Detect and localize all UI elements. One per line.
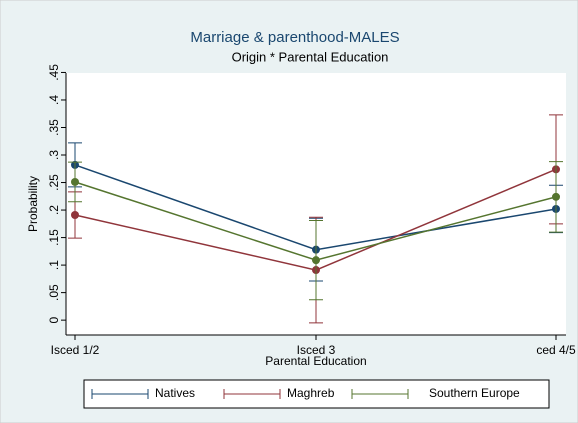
- legend-label: Natives: [155, 386, 195, 400]
- point: [71, 211, 79, 220]
- x-axis-label: Parental Education: [265, 354, 366, 368]
- point: [552, 192, 560, 201]
- chart-subtitle: Origin * Parental Education: [232, 49, 389, 64]
- legend-symbol: [91, 389, 149, 399]
- x-tick-label: Isced 1/2: [51, 343, 100, 357]
- chart-title: Marriage & parenthood-MALES: [190, 29, 399, 46]
- y-axis-label: Probability: [26, 176, 40, 232]
- y-tick-label: .4: [47, 95, 61, 105]
- y-tick-label: .05: [47, 284, 61, 301]
- x-tick-label: ced 4/5: [536, 343, 576, 357]
- y-tick-label: .3: [47, 150, 61, 160]
- legend-label: Southern Europe: [429, 386, 520, 400]
- x-tick-label: Isced 3: [297, 343, 336, 357]
- y-tick-label: .2: [47, 205, 61, 215]
- legend-symbol: [351, 389, 409, 399]
- legend-label: Maghreb: [287, 386, 335, 400]
- point: [71, 177, 79, 186]
- legend-symbol: [223, 389, 281, 399]
- legend: [83, 379, 550, 409]
- y-tick-label: .15: [47, 229, 61, 246]
- y-tick-label: .25: [47, 174, 61, 191]
- point: [312, 256, 320, 265]
- y-tick-label: .45: [47, 64, 61, 81]
- y-tick-label: 0: [47, 316, 61, 323]
- y-tick-label: .1: [47, 260, 61, 270]
- y-tick-label: .35: [47, 119, 61, 136]
